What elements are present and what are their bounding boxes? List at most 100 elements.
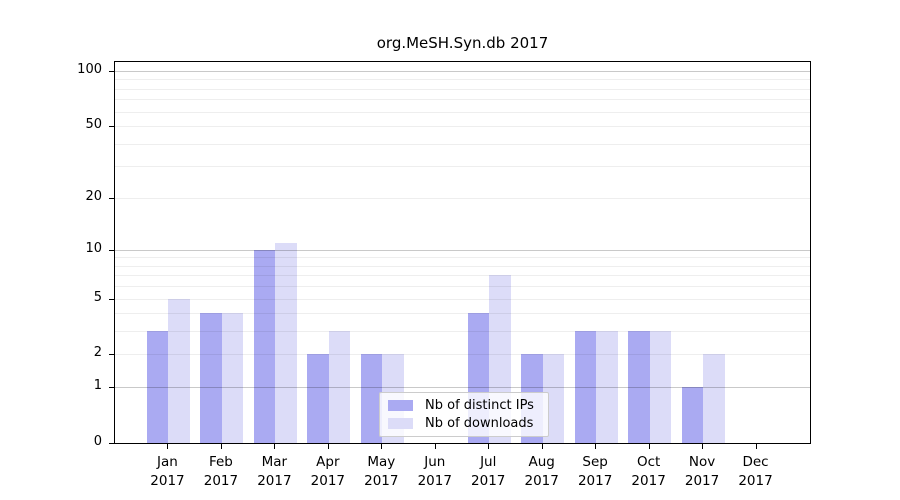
x-tick-label: Sep 2017 [563, 453, 627, 491]
x-axis: Jan 2017 Feb 2017 Mar 2017 Apr 2017 May 2017 Jun 20… [114, 444, 811, 500]
x-tick-year: 2017 [257, 473, 292, 489]
x-tick-month: Nov [688, 454, 716, 470]
x-tick-label: Oct 2017 [617, 453, 681, 491]
x-tick-month: Jan [157, 454, 178, 470]
x-tick-year: 2017 [631, 473, 666, 489]
x-tick-month: Jun [424, 454, 446, 470]
x-axis-tick [541, 444, 543, 449]
y-tick-label: 50 [85, 117, 102, 133]
x-axis-tick [702, 444, 704, 449]
x-axis-tick [381, 444, 383, 449]
legend-item-downloads: Nb of downloads [388, 416, 540, 431]
x-tick-month: Apr [316, 454, 340, 470]
x-tick-month: Feb [208, 454, 233, 470]
x-tick-month: Sep [582, 454, 608, 470]
bar-distinct-ips-jan [146, 331, 169, 443]
x-tick-label: Jun 2017 [403, 453, 467, 491]
gridline-minor [115, 275, 810, 277]
y-tick-label: 1 [93, 378, 102, 394]
x-tick-year: 2017 [524, 473, 559, 489]
x-tick-label: Feb 2017 [189, 453, 253, 491]
x-tick-year: 2017 [684, 473, 720, 489]
x-tick-label: Nov 2017 [670, 453, 734, 491]
gridline-minor [115, 265, 810, 267]
bar-downloads-apr [328, 331, 351, 443]
x-tick-label: Jul 2017 [456, 453, 520, 491]
x-tick-label: Aug 2017 [510, 453, 574, 491]
gridlines-layer [115, 62, 810, 443]
gridline-minor [115, 99, 810, 101]
plot-area: Nb of distinct IPs Nb of downloads [114, 61, 811, 444]
gridline-minor [115, 126, 810, 128]
y-tick-label: 0 [93, 434, 102, 449]
y-axis-tick [109, 71, 114, 73]
bar-downloads-feb [221, 313, 244, 443]
x-tick-year: 2017 [310, 473, 346, 489]
bar-downloads-jan [168, 298, 190, 443]
x-axis-tick [755, 444, 757, 449]
y-axis-tick [109, 126, 114, 128]
y-axis-tick [109, 354, 114, 356]
bar-distinct-ips-apr [307, 354, 329, 443]
x-axis-tick [167, 444, 169, 449]
y-axis-tick [109, 298, 114, 300]
gridline-minor [115, 331, 810, 333]
chart-title: org.MeSH.Syn.db 2017 [376, 34, 549, 52]
gridline-minor [115, 197, 810, 199]
gridline-major [115, 249, 810, 251]
y-axis-tick [109, 443, 114, 444]
gridline-minor [115, 79, 810, 81]
x-tick-month: Jul [480, 454, 497, 470]
x-axis-tick [595, 444, 597, 449]
gridline-minor [115, 166, 810, 168]
bar-distinct-ips-mar [253, 249, 276, 443]
x-axis-tick [327, 444, 329, 449]
x-tick-month: Dec [742, 454, 769, 470]
x-tick-label: May 2017 [349, 453, 413, 491]
gridline-minor [115, 286, 810, 288]
x-axis-tick [488, 444, 490, 449]
gridline-minor [115, 88, 810, 90]
x-tick-year: 2017 [150, 473, 185, 489]
legend-swatch-distinct-ips [388, 400, 413, 412]
x-axis-tick [274, 444, 276, 449]
bar-distinct-ips-nov [681, 387, 704, 443]
y-tick-label: 100 [77, 62, 102, 78]
x-tick-year: 2017 [738, 473, 773, 489]
y-tick-label: 5 [93, 289, 102, 305]
bar-downloads-mar [275, 242, 297, 443]
x-axis-tick [220, 444, 222, 449]
gridline-minor [115, 298, 810, 300]
gridline-major [115, 71, 810, 73]
y-tick-label: 10 [85, 240, 102, 256]
x-axis-tick [648, 444, 650, 449]
x-tick-label: Dec 2017 [724, 453, 788, 491]
x-tick-year: 2017 [471, 473, 506, 489]
legend-label-downloads: Nb of downloads [425, 415, 534, 431]
gridline-minor [115, 354, 810, 356]
y-axis: 0 1 2 5 10 20 50 100 [0, 61, 114, 449]
bar-distinct-ips-may [360, 354, 383, 443]
x-tick-year: 2017 [577, 473, 613, 489]
gridline-major [115, 387, 810, 389]
x-tick-month: May [367, 454, 396, 470]
bar-downloads-sep [596, 331, 618, 443]
gridline-minor [115, 143, 810, 145]
x-tick-label: Mar 2017 [242, 453, 306, 491]
x-tick-month: Mar [261, 454, 288, 470]
bar-downloads-oct [649, 331, 672, 443]
x-tick-year: 2017 [364, 473, 399, 489]
legend-label-distinct-ips: Nb of distinct IPs [425, 398, 534, 414]
x-tick-label: Jan 2017 [135, 453, 199, 491]
bar-downloads-nov [703, 354, 725, 443]
x-axis-tick [434, 444, 436, 449]
gridline-minor [115, 111, 810, 113]
gridline-minor [115, 257, 810, 259]
bar-distinct-ips-sep [574, 331, 597, 443]
legend: Nb of distinct IPs Nb of downloads [379, 392, 549, 437]
x-tick-month: Aug [528, 454, 555, 470]
x-tick-label: Apr 2017 [296, 453, 360, 491]
gridline-minor [115, 313, 810, 315]
legend-item-distinct-ips: Nb of distinct IPs [388, 398, 540, 413]
